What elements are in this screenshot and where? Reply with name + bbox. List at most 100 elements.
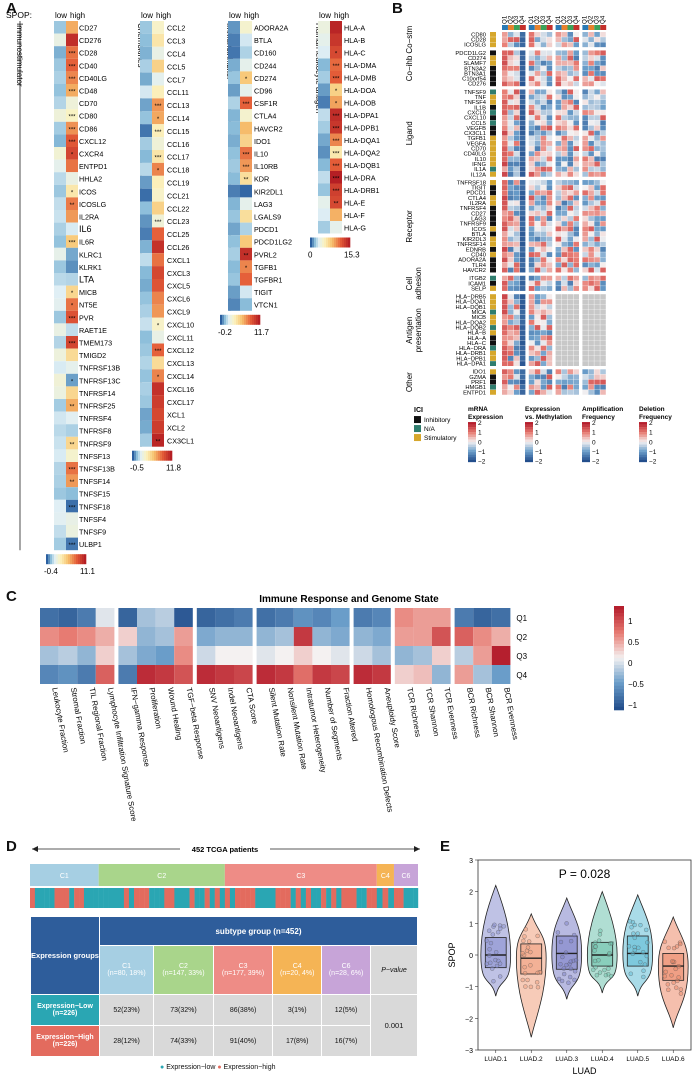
- significance-stars: ***: [68, 77, 76, 83]
- heat-cell: [513, 221, 520, 227]
- legend-swatch: [614, 706, 624, 711]
- scale-legend-swatch: [468, 437, 476, 440]
- ici-category: [490, 89, 496, 95]
- gene-label: IL12A: [471, 172, 486, 178]
- table-cell: 3(1%): [272, 994, 323, 1026]
- cell-high: [240, 109, 252, 122]
- legend-swatch: [70, 554, 73, 565]
- cell-low: [318, 46, 330, 59]
- cell-high: [330, 121, 342, 134]
- ici-category: [490, 60, 496, 66]
- heat-cell: [546, 335, 553, 341]
- legend-swatch: [254, 314, 257, 325]
- heat-cell: [534, 65, 541, 71]
- cell-low: [318, 221, 330, 234]
- heat-cell: [534, 210, 541, 216]
- data-point: [498, 974, 503, 979]
- gene-label: CXCL13: [167, 359, 194, 368]
- gene-label: ICOS: [79, 187, 97, 196]
- heat-cell: [502, 379, 508, 385]
- scale-legend-swatch: [582, 459, 590, 463]
- heat-cell: [561, 76, 568, 82]
- gene-label: VEGFA: [467, 141, 486, 147]
- cell-high: [240, 235, 252, 248]
- legend-swatch: [66, 554, 69, 565]
- heat-cell: [513, 340, 520, 346]
- ici-category: [490, 294, 496, 300]
- heat-cell: [594, 156, 600, 162]
- heat-cell: [555, 151, 562, 157]
- expression-strip-cell: [270, 888, 276, 908]
- heat-cell: [540, 330, 547, 336]
- heat-cell: [513, 330, 520, 336]
- heat-cell: [331, 627, 350, 646]
- scale-legend-swatch: [468, 439, 476, 443]
- legend-swatch: [614, 685, 624, 690]
- significance-stars: *: [71, 379, 74, 385]
- heat-cell: [528, 115, 535, 121]
- scale-legend-swatch: [525, 454, 533, 458]
- y-tick-label: 3: [469, 858, 473, 865]
- gene-label: HAVCR2: [463, 268, 486, 274]
- scale-legend-swatch: [525, 449, 533, 453]
- col-header: Q1: [528, 15, 535, 24]
- legend-tick: 0: [628, 659, 633, 668]
- heat-cell: [600, 205, 606, 211]
- gene-label: XCL2: [167, 424, 185, 433]
- heat-cell: [507, 210, 514, 216]
- heat-cell: [546, 369, 553, 375]
- heat-cell: [507, 76, 514, 82]
- heat-cell: [454, 608, 474, 627]
- scale-legend-swatch: [582, 454, 590, 458]
- heat-cell: [600, 89, 606, 95]
- significance-stars: ***: [154, 130, 162, 136]
- ici-category: [490, 247, 496, 252]
- panel-label-e: E: [440, 838, 451, 855]
- heat-cell: [588, 226, 594, 232]
- expression-strip-cell: [54, 888, 60, 908]
- heat-cell: [561, 294, 568, 300]
- data-point: [496, 930, 501, 935]
- heat-cell: [588, 294, 594, 300]
- heat-cell: [513, 374, 520, 380]
- heat-cell: [546, 76, 553, 82]
- heat-cell: [567, 384, 574, 390]
- heat-cell: [502, 345, 508, 351]
- heat-cell: [394, 665, 414, 684]
- heat-cell: [519, 361, 526, 366]
- ici-category: [490, 115, 496, 121]
- heat-cell: [519, 275, 526, 281]
- heat-cell: [540, 76, 547, 82]
- cell-low: [54, 197, 66, 210]
- gene-label: LGALS9: [254, 212, 281, 221]
- table-cell: 52(23%): [98, 994, 155, 1026]
- expression-strip-cell: [351, 888, 357, 908]
- heat-cell: [600, 314, 606, 320]
- heat-cell: [582, 231, 588, 237]
- heat-cell: [594, 60, 600, 66]
- heat-cell: [561, 55, 568, 61]
- expression-strip-cell: [290, 888, 296, 908]
- legend-swatch: [220, 314, 223, 325]
- gene-label: HLA−DRB1: [456, 351, 486, 357]
- subtype-header: C3 (n=177, 39%): [212, 945, 274, 995]
- heat-cell: [502, 200, 508, 206]
- heat-cell: [519, 374, 526, 380]
- heat-cell: [155, 665, 175, 684]
- gene-label: CXCL16: [167, 385, 194, 394]
- heat-cell: [507, 185, 514, 191]
- heat-cell: [507, 180, 514, 185]
- cell-high: [66, 134, 78, 147]
- significance-stars: ***: [68, 316, 76, 322]
- expression-strip-cell: [134, 888, 140, 908]
- scale-legend-swatch: [639, 452, 647, 455]
- expression-strip-cell: [199, 888, 205, 908]
- heat-cell: [394, 646, 414, 665]
- heat-cell: [588, 195, 594, 201]
- gene-label: TNFSF9: [464, 90, 486, 96]
- heat-cell: [528, 180, 535, 185]
- heat-cell: [513, 195, 520, 201]
- box-iqr: [520, 943, 543, 975]
- significance-stars: ***: [154, 156, 162, 162]
- heat-cell: [594, 374, 600, 380]
